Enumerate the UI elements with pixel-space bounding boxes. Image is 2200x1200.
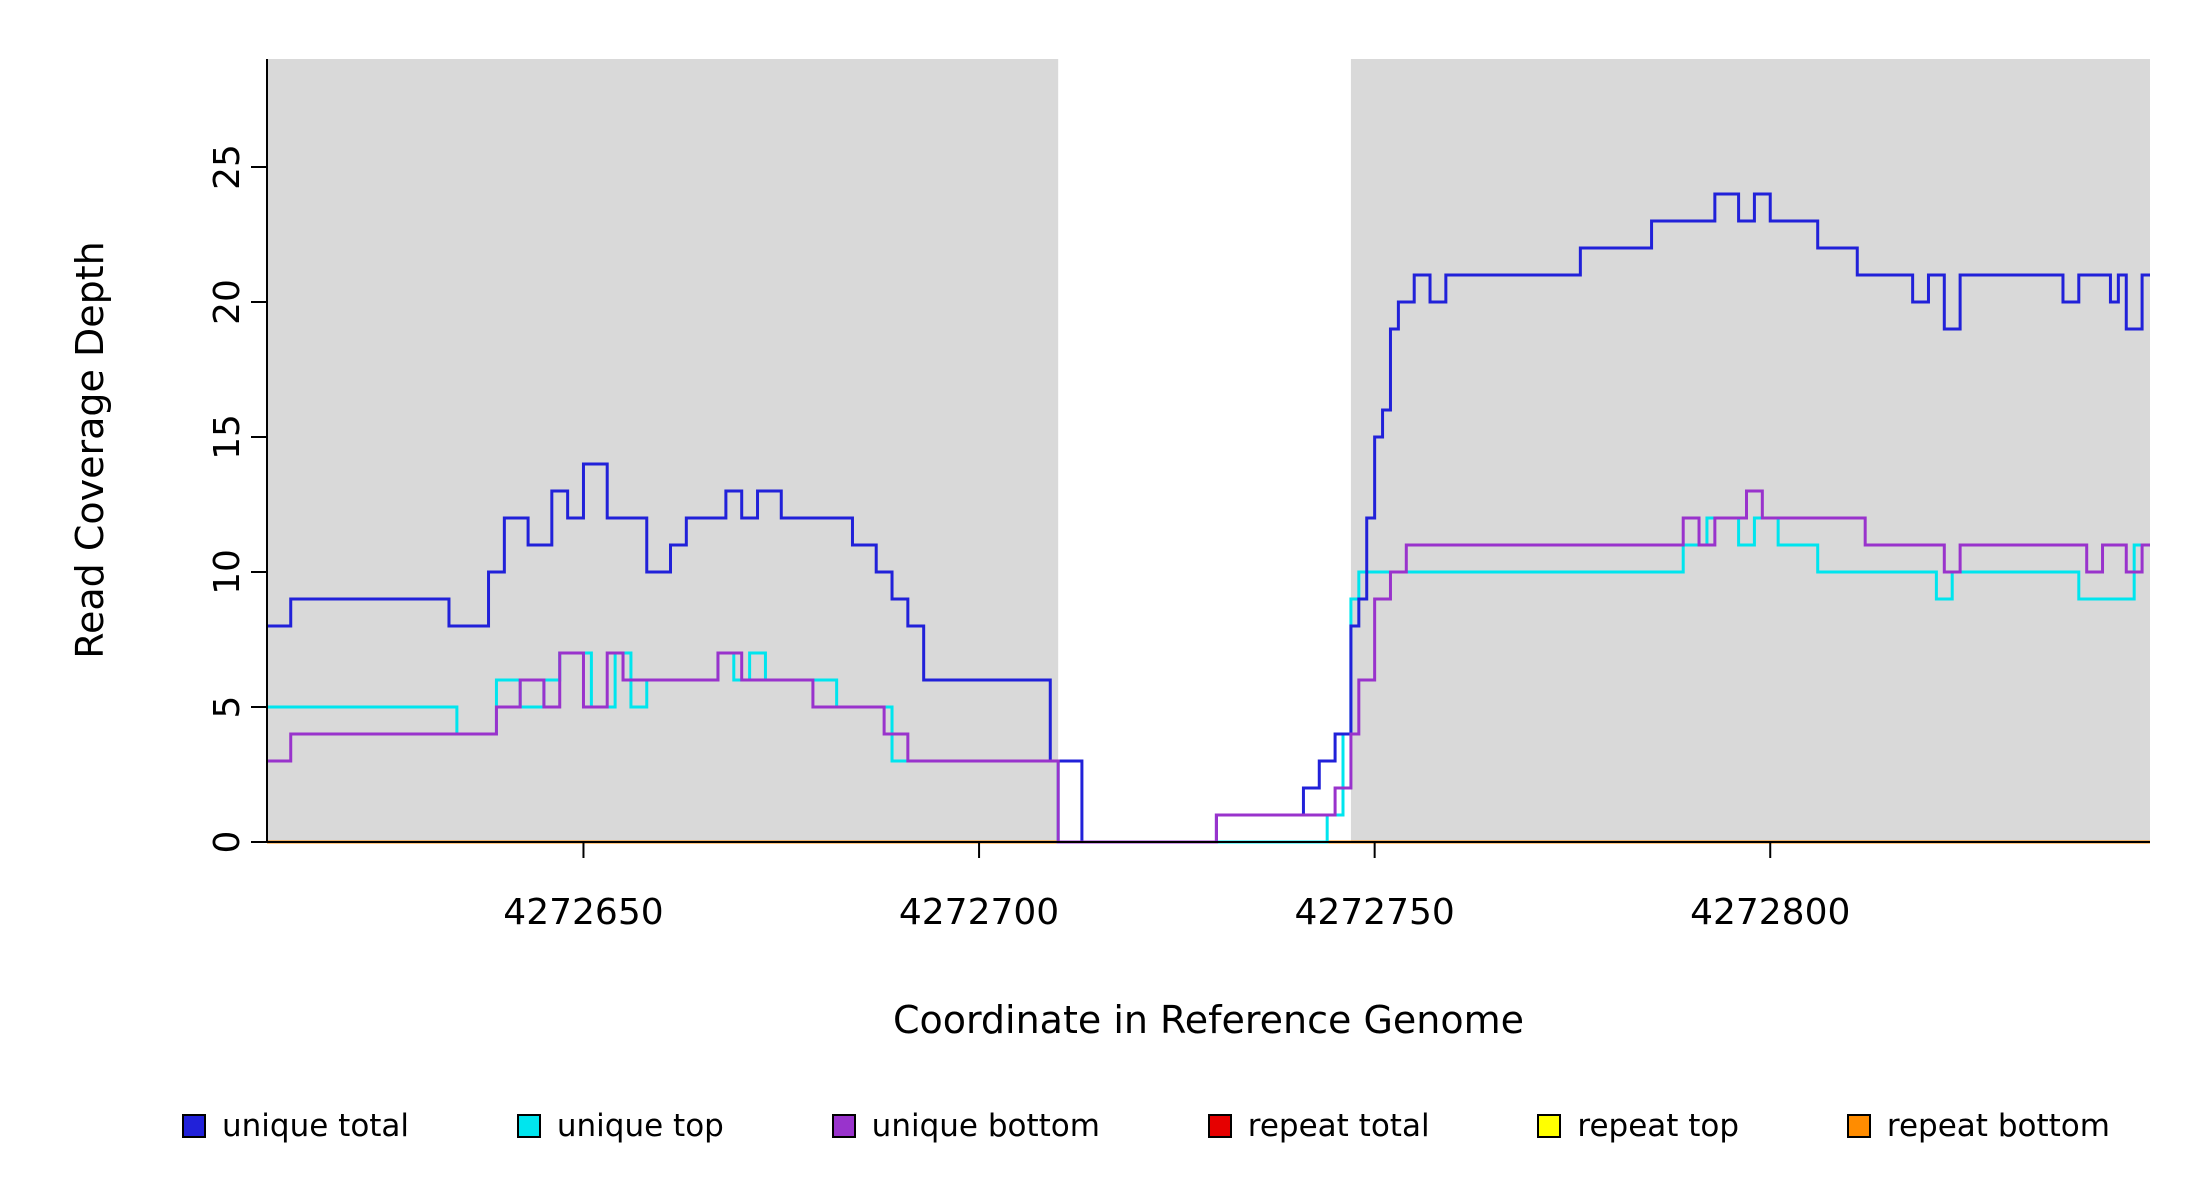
y-tick-label: 5 [207, 696, 248, 719]
series-unique-bottom [267, 489, 2150, 844]
y-tick-label: 10 [207, 549, 248, 595]
legend-label: repeat top [1577, 1108, 1740, 1144]
legend: unique total unique top unique bottom re… [182, 1108, 2110, 1144]
legend-item-repeat-bottom: repeat bottom [1846, 1108, 2110, 1144]
legend-label: repeat bottom [1886, 1108, 2110, 1144]
y-tick-label: 0 [207, 831, 248, 854]
y-tick-label: 15 [207, 414, 248, 460]
repeat-bottom-swatch-icon [1846, 1114, 1871, 1138]
x-tick-label: 4272800 [1690, 892, 1850, 933]
y-tick-label: 25 [207, 144, 248, 190]
repeat-total-swatch-icon [1207, 1114, 1232, 1138]
coverage-plot: 4272650 4272700 4272750 4272800 0 5 10 15 20 25 [207, 59, 2150, 933]
shaded-region-0 [267, 59, 1059, 842]
x-axis-title: Coordinate in Reference Genome [892, 998, 1525, 1042]
y-tick-label: 20 [207, 279, 248, 325]
x-tick-label: 4272650 [503, 892, 663, 933]
unique-bottom-swatch-icon [831, 1114, 856, 1138]
legend-item-unique-top: unique top [516, 1108, 724, 1144]
legend-item-unique-total: unique total [182, 1108, 409, 1144]
legend-item-unique-bottom: unique bottom [831, 1108, 1100, 1144]
legend-label: unique bottom [871, 1108, 1100, 1144]
shaded-region-1 [1350, 59, 2150, 842]
legend-label: repeat total [1247, 1108, 1430, 1144]
series-unique-total [267, 192, 2150, 844]
repeat-top-swatch-icon [1537, 1114, 1562, 1138]
x-tick-label: 4272700 [899, 892, 1059, 933]
unique-top-swatch-icon [516, 1114, 541, 1138]
legend-label: unique total [222, 1108, 410, 1144]
unique-total-swatch-icon [182, 1114, 206, 1138]
legend-label: unique top [556, 1108, 724, 1144]
legend-item-repeat-top: repeat top [1537, 1108, 1739, 1144]
legend-item-repeat-total: repeat total [1207, 1108, 1430, 1144]
x-tick-label: 4272750 [1294, 892, 1454, 933]
y-axis-title: Read Coverage Depth [68, 241, 112, 659]
